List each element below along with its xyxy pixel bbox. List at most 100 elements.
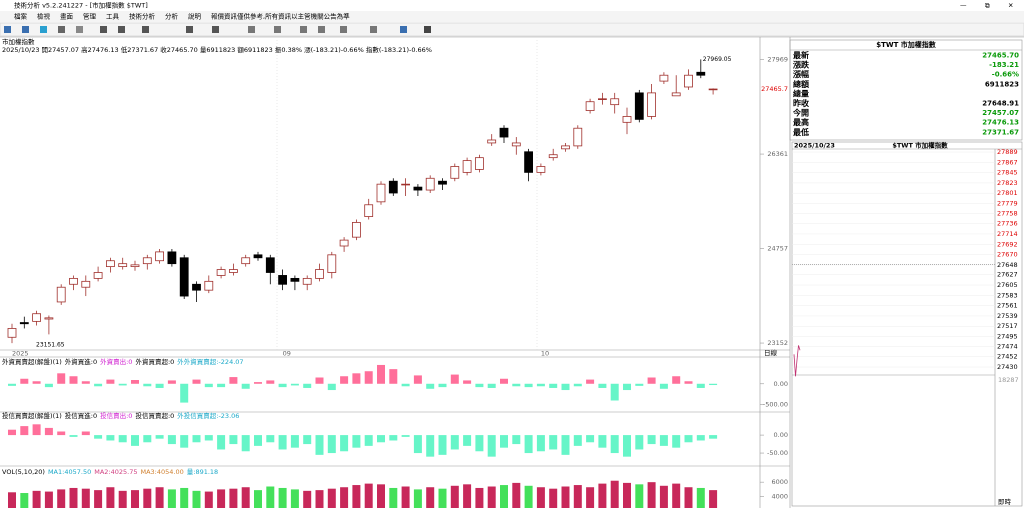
tool-icon[interactable] <box>40 26 47 33</box>
tool-icon[interactable] <box>186 26 193 33</box>
bar <box>106 487 115 508</box>
bar <box>266 380 275 384</box>
candle-body <box>696 71 706 76</box>
tool-icon[interactable] <box>274 26 281 33</box>
bar <box>32 381 41 384</box>
bar <box>352 373 361 384</box>
menu-item[interactable]: 工具 <box>106 13 120 21</box>
menu-item[interactable]: 畫面 <box>60 12 74 21</box>
close[interactable]: ✕ <box>1008 2 1013 10</box>
bar <box>69 435 78 437</box>
bar <box>426 383 435 389</box>
bar <box>389 487 398 508</box>
time-label: 2025 <box>12 350 29 358</box>
tool-icon[interactable] <box>424 26 431 33</box>
minimize[interactable]: — <box>960 2 967 10</box>
tool-icon[interactable] <box>400 26 407 33</box>
bar <box>20 426 29 436</box>
tool-icon[interactable] <box>4 26 11 33</box>
menu-item[interactable]: 管理 <box>83 12 97 21</box>
tool-icon[interactable] <box>142 26 149 33</box>
bar <box>180 487 189 508</box>
bar <box>549 435 558 450</box>
quote-label: 總量 <box>793 88 809 98</box>
candle-body <box>622 116 632 123</box>
bar <box>377 484 385 508</box>
candle-body <box>438 180 447 185</box>
tool-icon[interactable] <box>22 26 29 33</box>
y-tick-label: 27867 <box>997 158 1018 166</box>
maximize[interactable]: ⧉ <box>985 2 990 10</box>
y-tick-label: 27889 <box>997 148 1018 156</box>
bar <box>401 435 410 437</box>
bar <box>500 435 508 448</box>
bar <box>684 381 693 384</box>
bar <box>684 487 693 508</box>
bar <box>635 383 644 386</box>
y-tick-label: -500.00 <box>763 401 788 409</box>
menu-item[interactable]: 報價資訊僅供參考,所有資訊以主管機關公告為準 <box>211 12 350 21</box>
bar <box>315 377 324 384</box>
bar <box>512 383 521 387</box>
time-label: 10 <box>541 350 549 358</box>
candle-body <box>56 286 66 303</box>
bar <box>413 375 422 384</box>
bar <box>512 482 521 508</box>
candle-body <box>81 280 91 288</box>
bar <box>204 491 213 508</box>
tool-icon[interactable] <box>58 26 65 33</box>
tool-icon[interactable] <box>300 26 307 33</box>
candle-body <box>155 251 165 262</box>
candle-body <box>634 92 644 120</box>
candle-body <box>351 222 361 238</box>
y-tick-label: 27430 <box>997 363 1018 371</box>
bar <box>524 485 533 508</box>
tool-icon[interactable] <box>340 26 347 33</box>
bar <box>69 376 78 384</box>
menu-item[interactable]: 說明 <box>188 12 202 21</box>
bar <box>8 383 16 386</box>
bar <box>623 435 631 457</box>
bar <box>610 383 619 401</box>
bar <box>167 489 176 508</box>
bar <box>586 487 595 508</box>
bar <box>561 435 570 455</box>
tool-icon[interactable] <box>318 26 325 33</box>
bar <box>180 383 189 403</box>
tool-icon[interactable] <box>212 26 219 33</box>
tool-icon[interactable] <box>118 26 125 33</box>
menu-item[interactable]: 技術分析 <box>129 12 156 21</box>
candle-body <box>19 322 29 325</box>
y-tick-label: 27583 <box>997 291 1018 299</box>
candle-body <box>671 92 681 97</box>
tool-icon[interactable] <box>370 26 377 33</box>
bar <box>524 435 533 454</box>
tool-icon[interactable] <box>248 26 255 33</box>
bar <box>364 371 373 384</box>
menu-item[interactable]: 分析 <box>165 12 179 21</box>
bar <box>561 383 570 391</box>
bar <box>709 435 718 439</box>
bar <box>278 487 287 508</box>
bar <box>426 487 435 508</box>
y-tick-label: 26361 <box>767 150 788 158</box>
menu-item[interactable]: 檢視 <box>37 12 51 21</box>
bar <box>290 383 299 386</box>
bar <box>94 383 103 387</box>
candle-body <box>364 204 374 217</box>
menu-item[interactable]: 檔案 <box>14 12 28 21</box>
bar <box>290 435 299 448</box>
bar <box>450 435 459 450</box>
bar <box>598 383 607 388</box>
bar <box>696 435 705 441</box>
tool-icon[interactable] <box>76 26 83 33</box>
bar <box>131 435 139 446</box>
quote-value: 6911823 <box>985 80 1019 88</box>
tool-icon[interactable] <box>100 26 107 33</box>
y-tick-label: 27845 <box>997 169 1018 177</box>
bar <box>303 435 312 445</box>
y-tick-label: 0.00 <box>774 380 788 388</box>
bar <box>32 490 41 508</box>
bar <box>57 431 66 436</box>
